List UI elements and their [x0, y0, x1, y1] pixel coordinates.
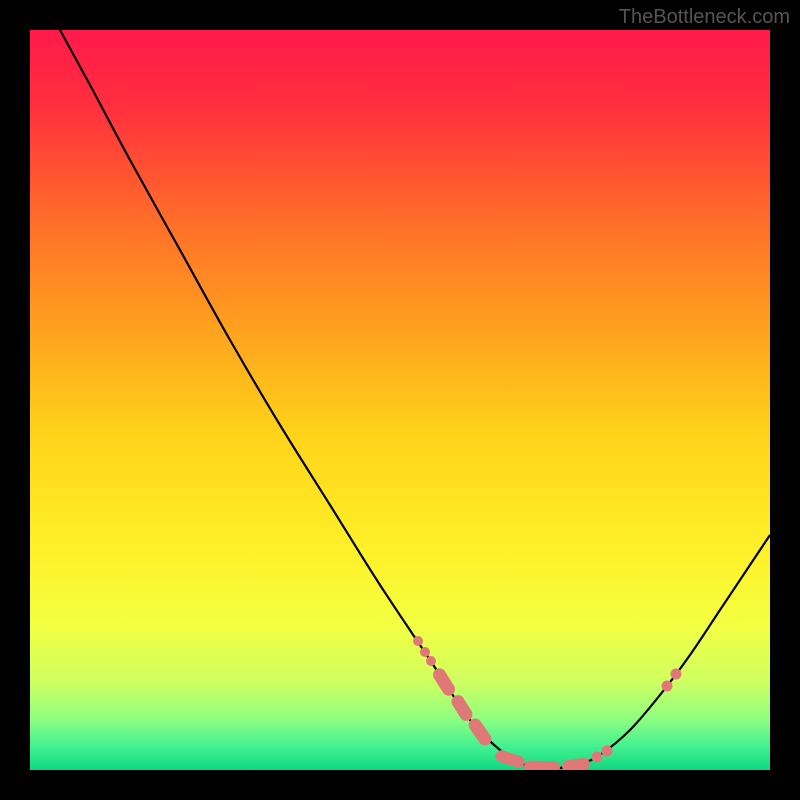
gradient-background: [30, 30, 770, 770]
watermark-text: TheBottleneck.com: [619, 6, 790, 29]
bottleneck-chart: [30, 30, 770, 770]
chart-svg: [30, 30, 770, 770]
